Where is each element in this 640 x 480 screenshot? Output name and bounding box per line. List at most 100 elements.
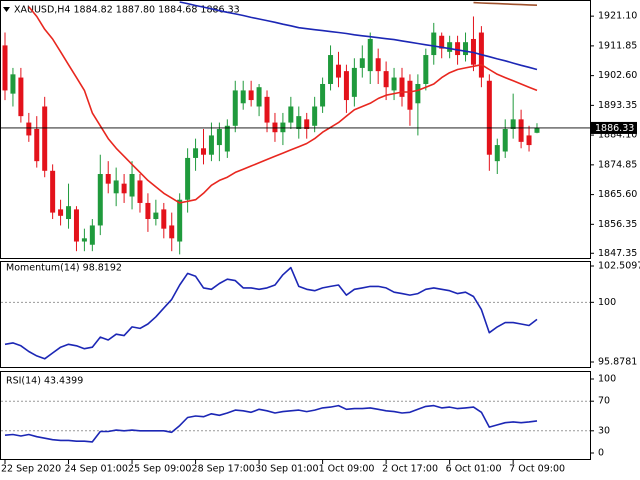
x-tick-label: 25 Sep 09:00 [128, 464, 191, 475]
y-tick-label: 70 [598, 396, 610, 407]
candle-body [256, 87, 262, 107]
candle-body [399, 77, 405, 97]
x-tick-label: 1 Oct 09:00 [319, 464, 375, 475]
y-tick-label: 1893.35 [598, 100, 637, 111]
candle-body [383, 71, 389, 88]
candle-body [89, 225, 95, 245]
y-tick-label: 0 [598, 448, 604, 459]
candle-body [439, 35, 445, 49]
candle-body [494, 145, 500, 162]
momentum-pane-frame [0, 261, 591, 368]
candle-body [534, 127, 540, 133]
candle-body [58, 209, 64, 216]
candle-body [351, 67, 357, 97]
indicator-line [4, 404, 538, 443]
candle-body [129, 174, 135, 197]
symbol-menu-icon[interactable] [3, 7, 10, 12]
candle-body [26, 122, 32, 136]
candle-body [296, 116, 302, 129]
y-tick-label: 102.5097 [598, 261, 640, 272]
candle-body [34, 129, 40, 162]
candle-body [455, 42, 461, 56]
candle-body [288, 106, 294, 123]
indicator-line [4, 266, 538, 360]
y-tick-label: 30 [598, 425, 610, 436]
price-pane-frame [0, 0, 591, 259]
candle-body [510, 119, 516, 129]
candle-body [359, 58, 365, 68]
candle-body [526, 135, 532, 146]
candle-body [121, 183, 127, 194]
y-tick-label: 1902.60 [598, 70, 637, 81]
candle-body [10, 74, 16, 94]
candle-body [161, 209, 167, 229]
candle-body [18, 77, 24, 117]
candle-body [177, 199, 183, 242]
candle-body [97, 174, 103, 226]
moving-average [179, 1, 538, 71]
candle-body [224, 125, 230, 152]
last-price-box [591, 121, 637, 134]
candle-body [208, 135, 214, 155]
y-tick-label: 95.8781 [598, 357, 637, 368]
moving-average [473, 1, 538, 6]
candle-body [518, 119, 524, 142]
y-tick-label: 1874.85 [598, 159, 637, 170]
candle-body [367, 38, 373, 72]
candle-body [343, 71, 349, 101]
candle-body [50, 170, 56, 213]
candle-body [304, 119, 310, 129]
candle-body [375, 58, 381, 72]
candle-body [145, 202, 151, 220]
candle-body [113, 180, 119, 194]
candle-body [66, 206, 72, 220]
candle-body [137, 180, 143, 203]
candle-body [312, 106, 318, 126]
candle-body [193, 148, 199, 158]
moving-average [28, 6, 538, 204]
candle-body [486, 80, 492, 155]
x-tick-label: 28 Sep 17:00 [192, 464, 255, 475]
x-tick-label: 30 Sep 01:00 [255, 464, 318, 475]
candle-body [73, 209, 79, 242]
x-tick-label: 6 Oct 01:00 [446, 464, 502, 475]
candle-body [201, 148, 206, 155]
candle-body [320, 83, 326, 107]
candle-body [280, 122, 286, 133]
candle-body [2, 45, 8, 91]
last-price-label: 1886.33 [595, 123, 634, 134]
x-tick-label: 22 Sep 2020 [1, 464, 61, 475]
y-tick-label: 100 [598, 297, 616, 308]
candle-body [423, 55, 429, 84]
candle-body [169, 225, 175, 239]
rsi-pane-frame [0, 371, 591, 460]
candle-body [463, 42, 469, 56]
candle-body [81, 238, 87, 242]
y-tick-label: 1856.35 [598, 219, 637, 230]
momentum-title: Momentum(14) 98.8192 [6, 263, 122, 274]
candle-body [232, 90, 238, 126]
y-tick-label: 1847.35 [598, 248, 637, 259]
candle-body [447, 42, 453, 52]
candle-body [272, 122, 278, 133]
candle-body [415, 83, 421, 104]
y-tick-label: 1921.10 [598, 11, 637, 22]
candle-body [240, 90, 246, 104]
candle-body [407, 80, 413, 110]
candle-body [264, 96, 270, 123]
candle-body [216, 129, 222, 146]
y-tick-label: 1911.85 [598, 40, 637, 51]
y-tick-label: 100 [598, 374, 616, 385]
x-tick-label: 24 Sep 01:00 [65, 464, 128, 475]
chart-title: XAUUSD,H4 1884.82 1887.80 1884.68 1886.3… [14, 5, 240, 16]
y-tick-label: 1884.10 [598, 130, 637, 141]
candle-body [42, 106, 48, 171]
candle-body [502, 129, 508, 152]
x-tick-label: 7 Oct 09:00 [509, 464, 565, 475]
y-tick-label: 1865.60 [598, 189, 637, 200]
x-tick-label: 2 Oct 17:00 [382, 464, 438, 475]
candle-body [431, 32, 437, 56]
candle-body [105, 174, 111, 184]
